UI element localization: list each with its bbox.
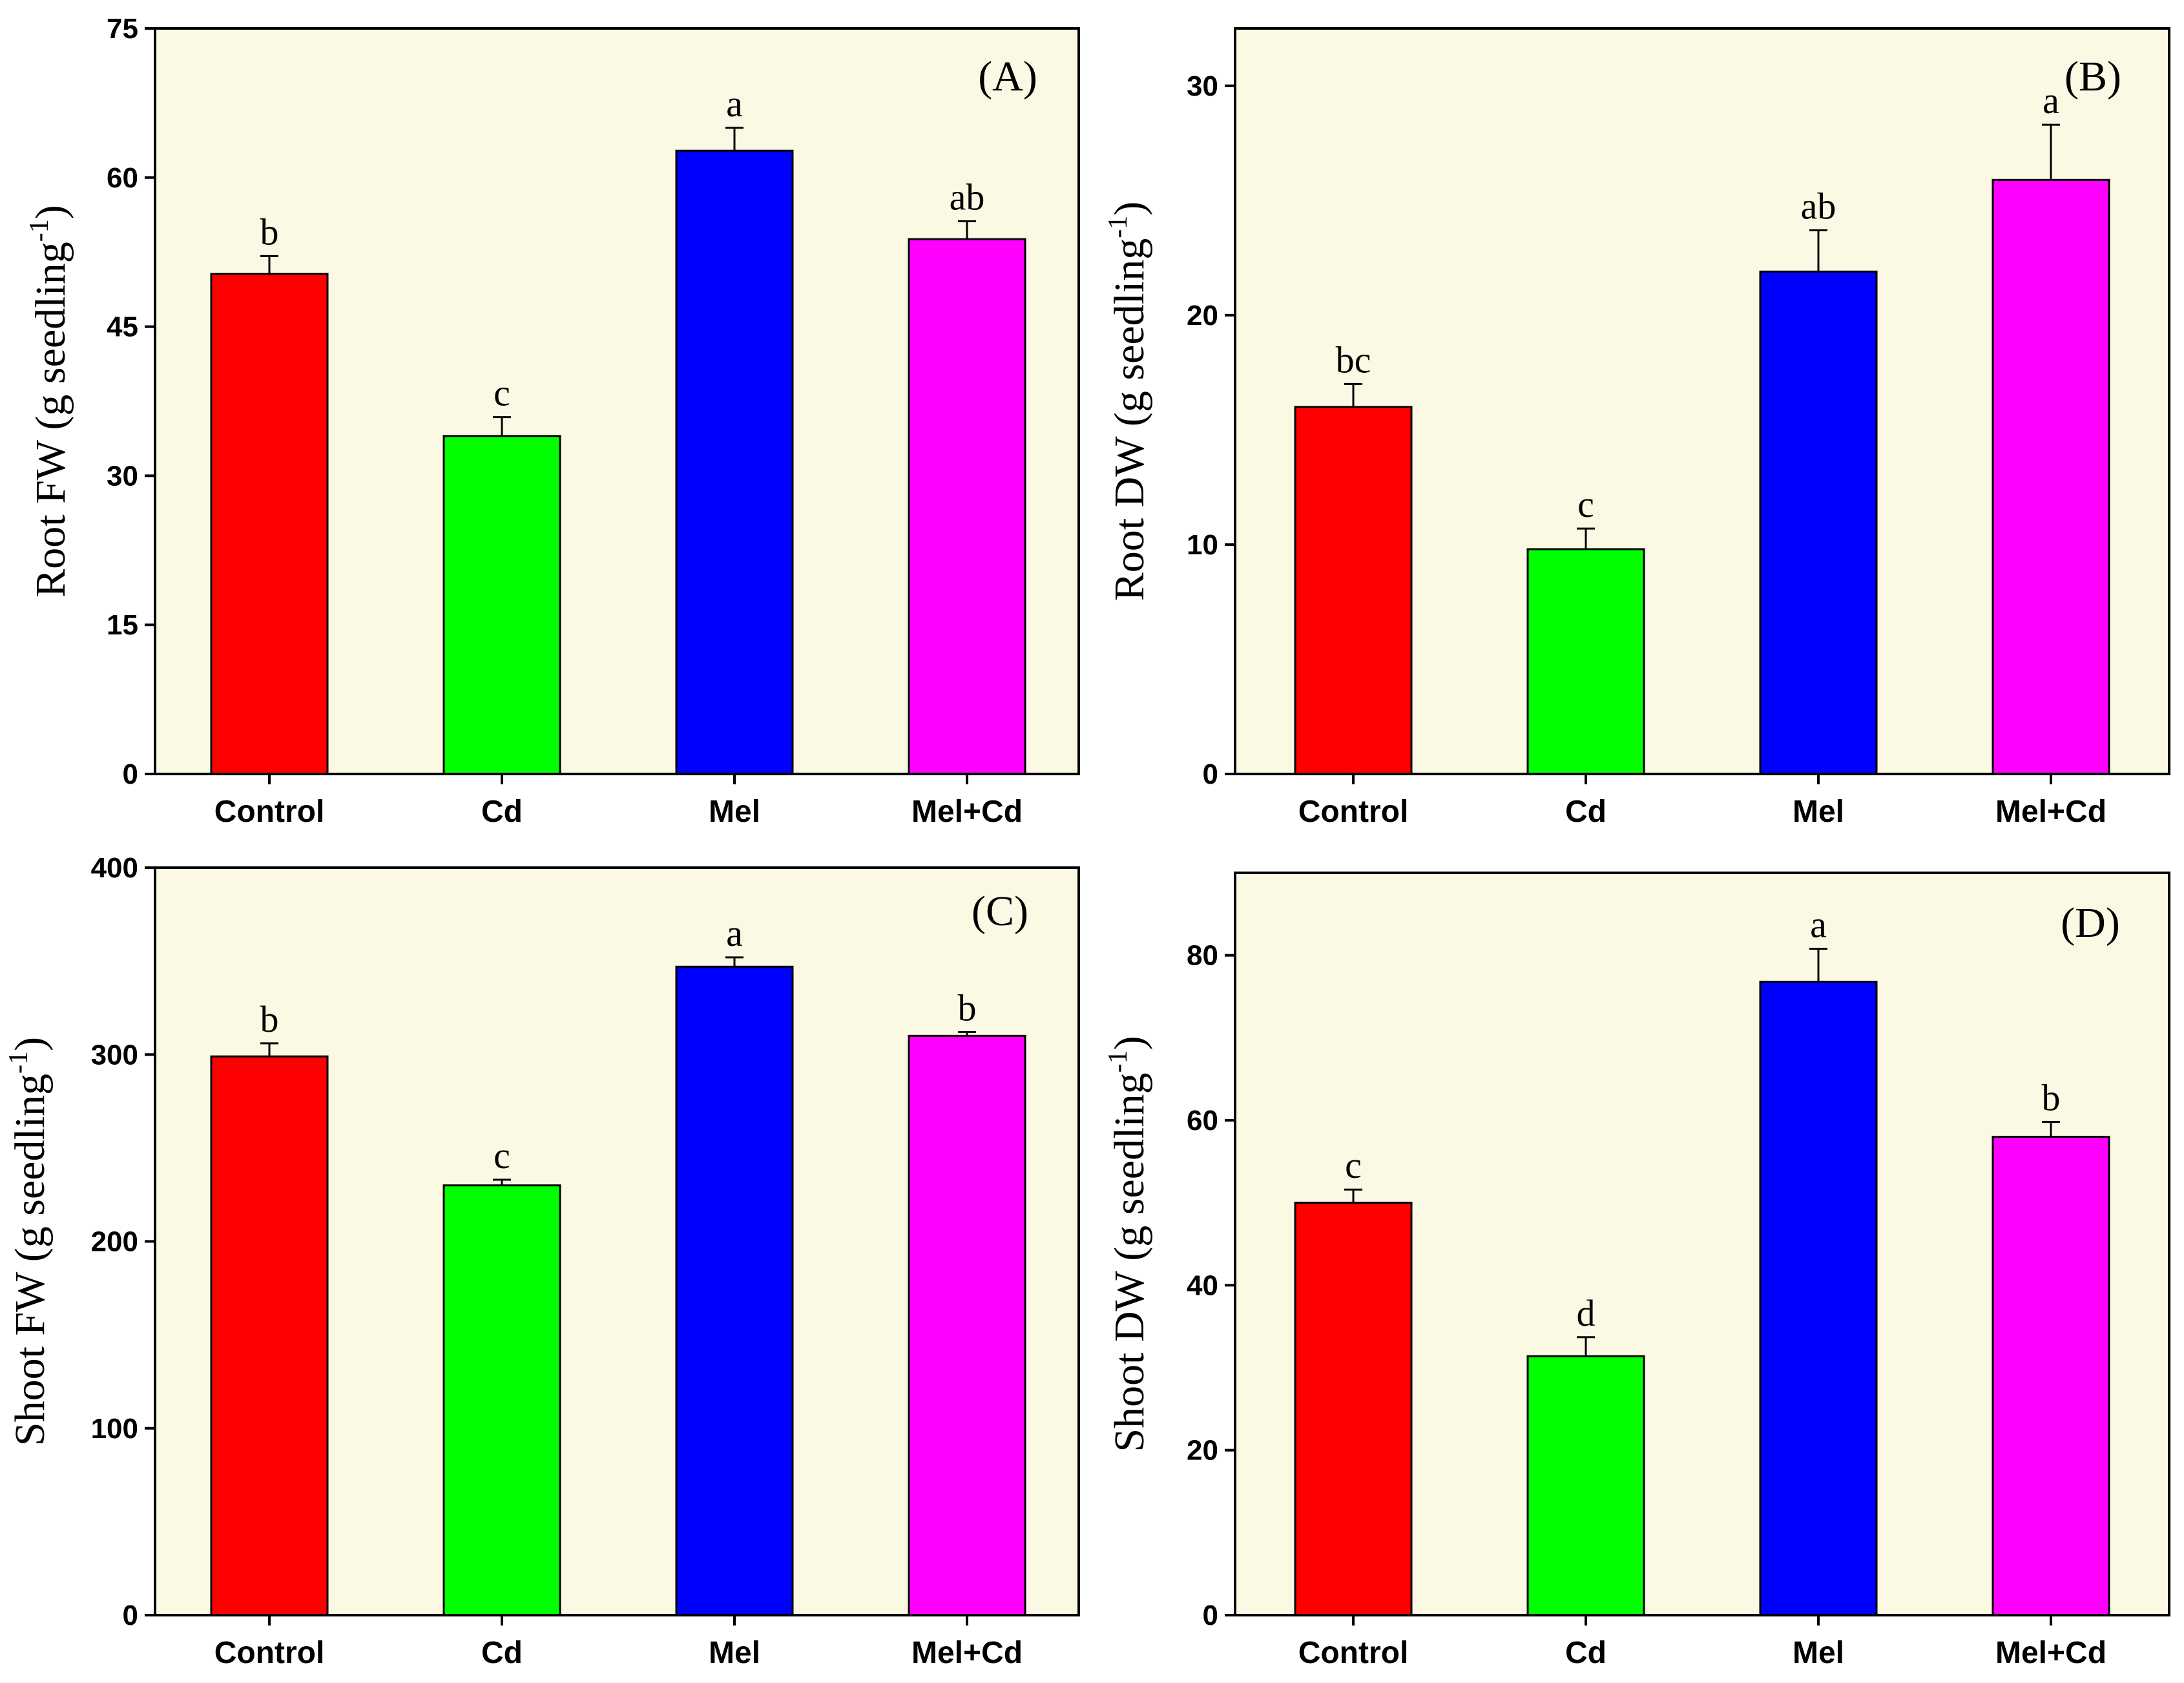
panel-b-category-label: Mel <box>1793 795 1844 829</box>
panel-c-y-tick-label: 400 <box>91 852 138 884</box>
panel-d-category-label: Mel <box>1793 1636 1844 1670</box>
panel-d: c Control d Cd a Mel b Mel+Cd 0 20 40 60 80 Shoot DW … <box>1103 872 2170 1670</box>
panel-c-y-tick-label: 200 <box>91 1226 138 1258</box>
panel-c-y-axis-label: Shoot FW (g seedling-1) <box>4 1037 54 1446</box>
panel-d-y-tick-label: 60 <box>1187 1105 1218 1136</box>
panel-b-y-tick-label: 0 <box>1203 758 1218 790</box>
panel-d-category-label: Mel+Cd <box>1995 1636 2106 1670</box>
panel-a-y-tick-label: 75 <box>107 13 138 45</box>
panel-c-y-tick-label: 100 <box>91 1413 138 1445</box>
panel-b-sig-letter: ab <box>1801 185 1836 227</box>
panel-b-y-tick-label: 10 <box>1187 529 1218 561</box>
panel-a-sig-letter: a <box>726 83 743 125</box>
panel-c-sig-letter: a <box>726 912 743 954</box>
panel-b: bc Control c Cd ab Mel a Mel+Cd 0 10 20 30 Root DW (… <box>1103 27 2170 829</box>
panel-a-category-label: Mel <box>709 795 760 829</box>
panel-d-y-tick-label: 20 <box>1187 1435 1218 1467</box>
panel-a-y-tick-label: 45 <box>107 311 138 343</box>
panel-a-bar-control <box>210 273 329 775</box>
panel-b-axes-frame <box>1234 27 2170 775</box>
panel-c-bar-mel <box>675 965 794 1616</box>
panel-b-bar-control <box>1294 406 1413 775</box>
panel-a-panel-label: (A) <box>978 53 1037 100</box>
panel-d-sig-letter: c <box>1345 1144 1362 1186</box>
panel-a-bar-cd <box>442 435 561 775</box>
panel-d-y-tick-label: 0 <box>1203 1600 1218 1631</box>
panel-b-y-axis-label: Root DW (g seedling-1) <box>1103 202 1153 601</box>
panel-d-axes-frame <box>1234 872 2170 1616</box>
panel-c-bar-control <box>210 1055 329 1616</box>
panel-c-sig-letter: c <box>494 1134 510 1176</box>
panel-a-category-label: Control <box>214 795 325 829</box>
panel-d-sig-letter: a <box>1810 903 1827 945</box>
panel-d-sig-letter: d <box>1577 1292 1596 1334</box>
panel-d-panel-label: (D) <box>2061 899 2120 946</box>
panel-c-category-label: Mel+Cd <box>911 1636 1023 1670</box>
panel-a: b Control c Cd a Mel ab Mel+Cd 0 15 30 45 60 75 Root F… <box>25 13 1080 829</box>
panel-c-sig-letter: b <box>958 987 977 1029</box>
panel-b-panel-label: (B) <box>2064 53 2121 100</box>
panel-a-y-tick-label: 0 <box>123 758 138 790</box>
panel-a-axes-frame <box>154 27 1080 775</box>
panel-d-bar-mel-plus-cd <box>1992 1136 2110 1616</box>
panel-a-y-tick-label: 15 <box>107 609 138 641</box>
panel-b-y-tick-label: 20 <box>1187 300 1218 331</box>
panel-c-sig-letter: b <box>260 998 279 1040</box>
panel-a-category-label: Cd <box>481 795 523 829</box>
panel-b-category-label: Mel+Cd <box>1995 795 2106 829</box>
panel-c-category-label: Mel <box>709 1636 760 1670</box>
panel-c-bar-cd <box>442 1184 561 1616</box>
panel-d-category-label: Cd <box>1565 1636 1607 1670</box>
panel-b-category-label: Control <box>1298 795 1409 829</box>
panel-a-y-tick-label: 30 <box>107 460 138 492</box>
panel-b-bar-mel-plus-cd <box>1992 178 2110 775</box>
panel-a-y-tick-label: 60 <box>107 162 138 194</box>
panel-a-sig-letter: c <box>494 372 510 414</box>
panel-b-sig-letter: c <box>1577 483 1594 525</box>
panel-c-panel-label: (C) <box>972 888 1028 935</box>
panel-d-sig-letter: b <box>2042 1077 2061 1119</box>
panel-c-bar-mel-plus-cd <box>908 1034 1026 1616</box>
panel-c-category-label: Cd <box>481 1636 523 1670</box>
panel-c-y-tick-label: 0 <box>123 1600 138 1631</box>
panel-d-bar-mel <box>1759 981 1878 1616</box>
panel-d-y-tick-label: 40 <box>1187 1270 1218 1301</box>
panel-d-bar-cd <box>1526 1355 1645 1616</box>
panel-a-sig-letter: b <box>260 211 279 253</box>
panel-a-sig-letter: ab <box>950 176 985 218</box>
panel-d-y-axis-label: Shoot DW (g seedling-1) <box>1103 1036 1153 1452</box>
panel-a-category-label: Mel+Cd <box>911 795 1023 829</box>
panel-d-category-label: Control <box>1298 1636 1409 1670</box>
panel-c: b Control c Cd a Mel b Mel+Cd 0 100 200 300 400 Shoot… <box>4 852 1080 1670</box>
panel-b-y-tick-label: 30 <box>1187 70 1218 102</box>
panel-d-bar-control <box>1294 1202 1413 1616</box>
panel-b-bar-cd <box>1526 548 1645 775</box>
panel-d-y-tick-label: 80 <box>1187 940 1218 972</box>
panel-c-category-label: Control <box>214 1636 325 1670</box>
panel-a-bar-mel-plus-cd <box>908 238 1026 775</box>
panel-b-sig-letter: bc <box>1336 339 1371 381</box>
panel-a-bar-mel <box>675 149 794 775</box>
panel-b-bar-mel <box>1759 270 1878 775</box>
panel-b-category-label: Cd <box>1565 795 1607 829</box>
panel-c-y-tick-label: 300 <box>91 1039 138 1071</box>
panel-a-y-axis-label: Root FW (g seedling-1) <box>25 205 74 598</box>
panel-b-sig-letter: a <box>2043 79 2059 121</box>
